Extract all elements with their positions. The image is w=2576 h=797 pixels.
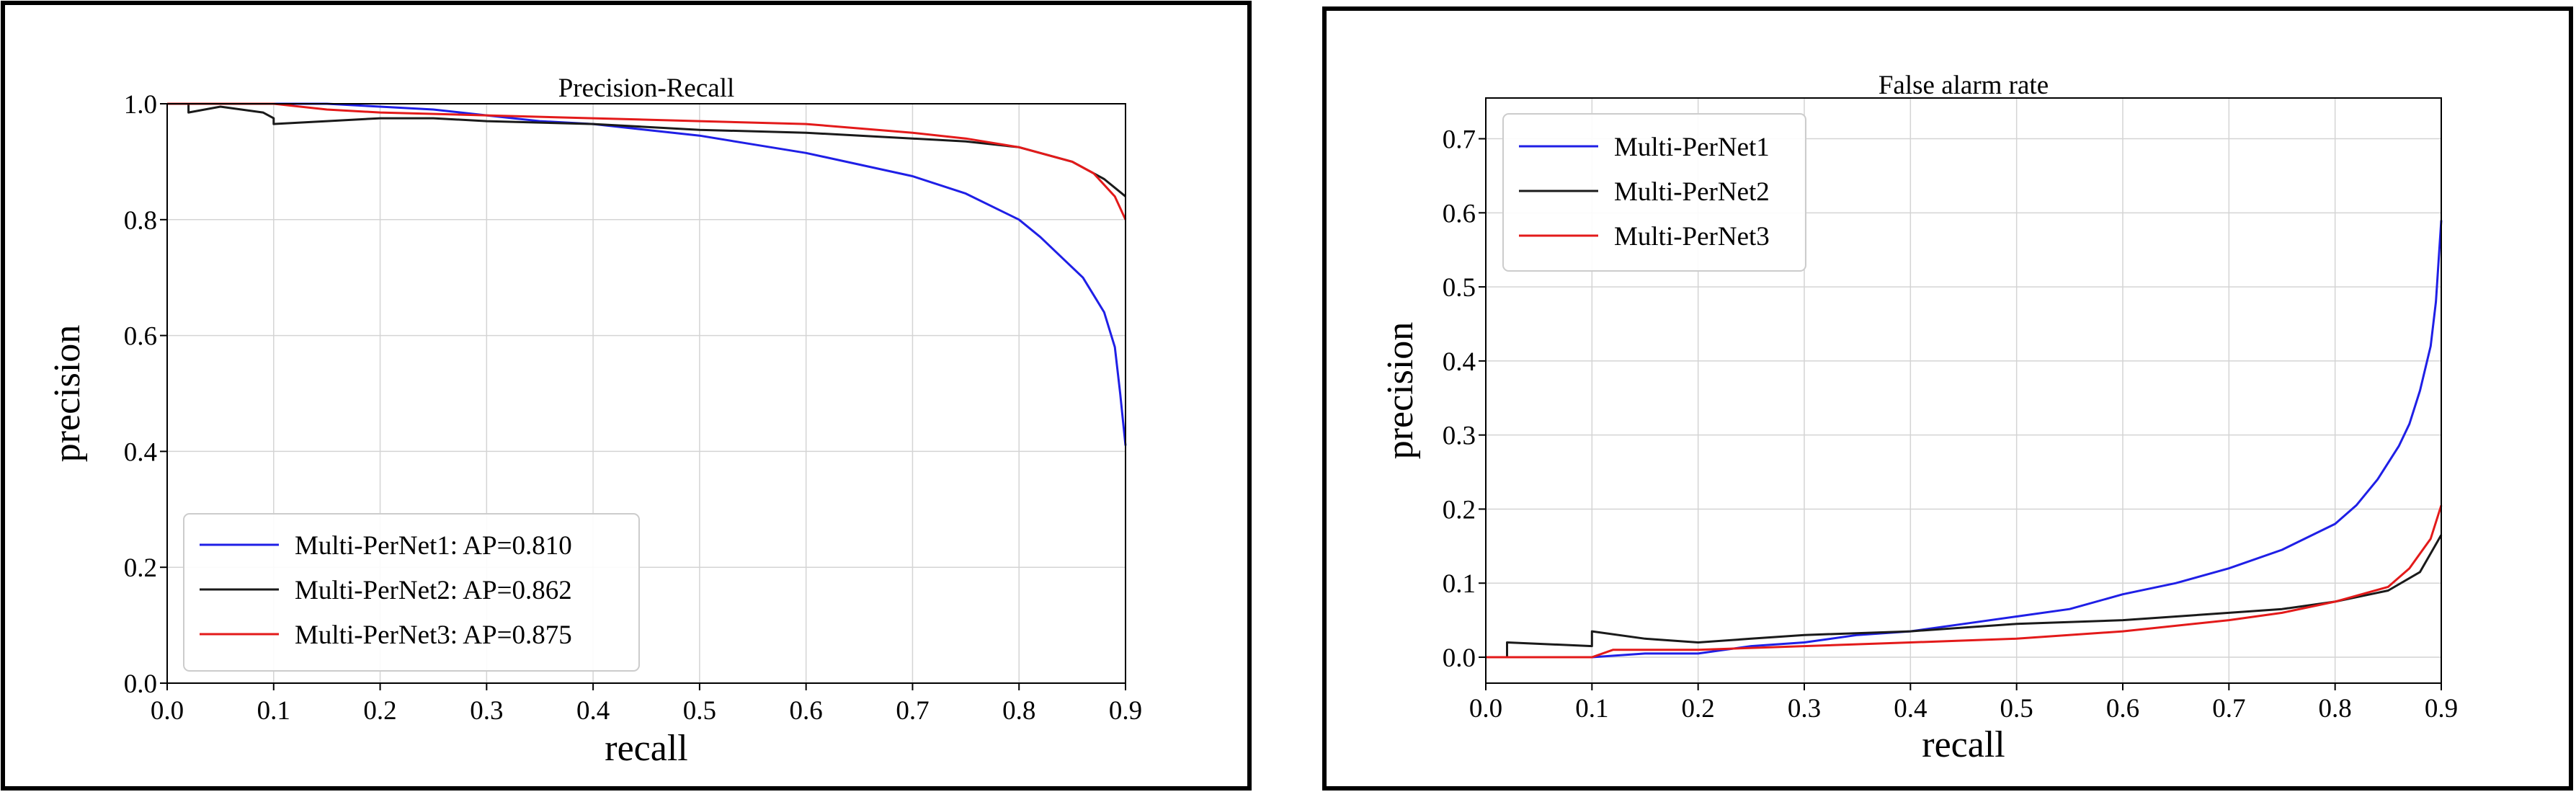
y-axis-label: precision: [47, 325, 88, 463]
y-tick-label: 0.4: [124, 437, 157, 467]
x-tick-label: 0.8: [2319, 694, 2352, 723]
x-tick-label: 0.3: [470, 696, 503, 726]
x-tick-label: 0.0: [151, 696, 184, 726]
y-tick-label: 0.1: [1443, 569, 1476, 599]
plot-area-border: [1485, 97, 2442, 684]
y-tick-label: 0.3: [1443, 422, 1476, 451]
y-tick-label: 0.0: [1443, 644, 1476, 673]
x-tick-label: 0.8: [1002, 696, 1035, 726]
y-tick-label: 0.5: [1443, 273, 1476, 303]
legend-label-3: Multi-PerNet3: AP=0.875: [295, 620, 572, 650]
x-tick-label: 0.2: [363, 696, 396, 726]
legend-label-2: Multi-PerNet2: AP=0.862: [295, 576, 572, 605]
y-tick-label: 0.8: [124, 206, 157, 236]
chart-title: False alarm rate: [1878, 71, 2049, 100]
legend-box: [183, 513, 640, 672]
x-tick-label: 0.5: [683, 696, 716, 726]
x-axis-label: recall: [1922, 724, 2005, 765]
legend-label-1: Multi-PerNet1: [1614, 133, 1770, 162]
x-tick-label: 0.9: [1109, 696, 1142, 726]
x-tick-label: 0.7: [896, 696, 929, 726]
x-tick-label: 0.3: [1788, 694, 1821, 723]
y-tick-label: 0.6: [1443, 199, 1476, 228]
x-tick-label: 0.1: [1575, 694, 1608, 723]
series-line-3: [1486, 504, 2443, 659]
y-tick-label: 0.2: [1443, 495, 1476, 525]
x-axis-label: recall: [605, 728, 687, 769]
plot-area-border: [166, 103, 1126, 684]
precision-recall-panel: 0.0 0.1 0.2 0.3 0.4 0.5 0.6 0.7 0.8 0.9 0.0 0.2 0.4 0…: [1, 1, 1252, 791]
legend-label-1: Multi-PerNet1: AP=0.810: [295, 531, 572, 561]
y-tick-label: 0.4: [1443, 347, 1476, 377]
y-tick-label: 1.0: [124, 90, 157, 120]
y-tick-label: 0.2: [124, 553, 157, 583]
x-tick-label: 0.6: [790, 696, 823, 726]
y-axis-label: precision: [1380, 322, 1421, 460]
x-tick-label: 0.4: [576, 696, 610, 726]
x-tick-label: 0.5: [2000, 694, 2033, 723]
legend-label-3: Multi-PerNet3: [1614, 222, 1770, 251]
x-tick-label: 0.4: [1894, 694, 1927, 723]
x-tick-label: 0.9: [2425, 694, 2458, 723]
legend-box: [1502, 113, 1806, 272]
legend-label-2: Multi-PerNet2: [1614, 177, 1770, 207]
y-tick-label: 0.0: [124, 669, 157, 699]
x-tick-label: 0.1: [257, 696, 290, 726]
x-tick-label: 0.7: [2212, 694, 2245, 723]
series-line-3: [167, 102, 1127, 221]
chart-title: Precision-Recall: [558, 74, 735, 103]
x-tick-label: 0.6: [2106, 694, 2139, 723]
series-line-1: [167, 102, 1127, 446]
y-tick-label: 0.7: [1443, 125, 1476, 155]
y-tick-label: 0.6: [124, 322, 157, 352]
x-tick-label: 0.0: [1469, 694, 1502, 723]
x-tick-label: 0.2: [1682, 694, 1715, 723]
false-alarm-rate-panel: 0.0 0.1 0.2 0.3 0.4 0.5 0.6 0.7 0.8 0.9 0.0 0.1 0.2 0…: [1322, 6, 2573, 791]
